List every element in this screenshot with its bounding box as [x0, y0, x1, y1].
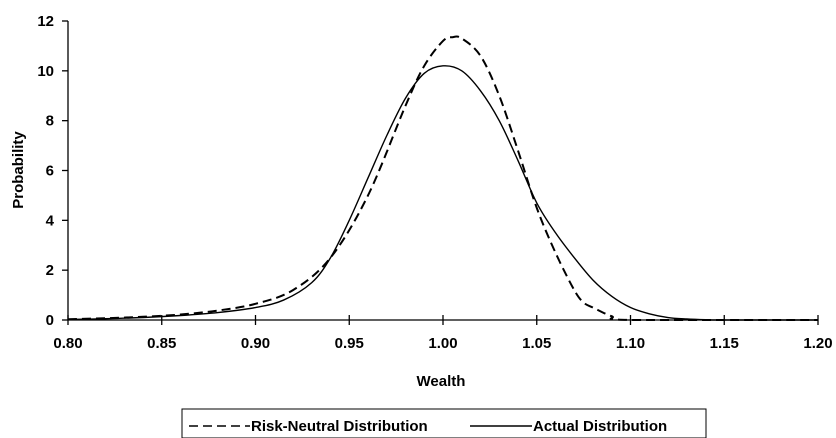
x-tick-label: 1.00: [428, 335, 457, 352]
y-tick-label: 12: [37, 13, 54, 30]
legend-label-risk-neutral: Risk-Neutral Distribution: [251, 418, 428, 435]
series-line-actual: [67, 65, 818, 321]
x-tick-label: 1.15: [710, 335, 739, 352]
x-tick-label: 1.20: [803, 335, 832, 352]
y-axis-title: Probability: [10, 131, 27, 209]
x-tick-label: 0.90: [241, 335, 270, 352]
legend-box: [181, 408, 707, 438]
series-line-risk-neutral: [67, 35, 818, 322]
y-tick-label: 10: [37, 63, 54, 80]
x-tick-label: 1.10: [616, 335, 645, 352]
x-tick-label: 0.80: [53, 335, 82, 352]
x-axis-ticks: 0.80 0.85 0.90 0.95 1.00 1.05 1.10 1.15 1.20: [53, 315, 833, 352]
x-tick-label: 0.85: [147, 335, 176, 352]
x-tick-label: 1.05: [522, 335, 551, 352]
legend-label-actual: Actual Distribution: [533, 418, 667, 435]
y-tick-label: 6: [46, 163, 54, 180]
y-tick-label: 8: [46, 113, 54, 130]
x-tick-label: 0.95: [335, 335, 364, 352]
series-layer: [67, 35, 818, 322]
y-axis-ticks: 0 2 4 6 8 10 12: [37, 13, 68, 329]
legend: Risk-Neutral Distribution Actual Distrib…: [181, 408, 707, 438]
y-tick-label: 4: [46, 212, 55, 229]
y-tick-label: 2: [46, 262, 54, 279]
y-tick-label: 0: [46, 312, 54, 329]
x-axis-title: Wealth: [417, 373, 466, 390]
